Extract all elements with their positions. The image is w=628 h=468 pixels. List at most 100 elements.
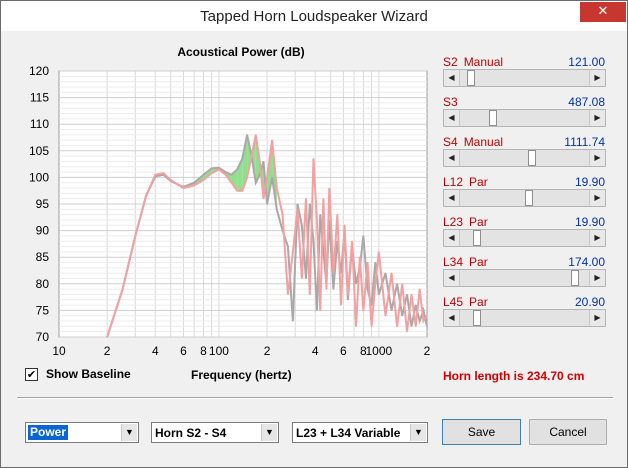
- variable-dropdown[interactable]: L23 + L34 Variable ▼: [292, 422, 428, 443]
- show-baseline-checkbox[interactable]: ✔: [25, 367, 38, 381]
- horn-section-dropdown[interactable]: Horn S2 - S4 ▼: [151, 422, 279, 443]
- baseline-series-line-point: [406, 293, 408, 296]
- current-series-line-point: [305, 198, 307, 200]
- current-series-line-point: [312, 158, 315, 160]
- slider-track[interactable]: ◀ ▶: [443, 309, 606, 327]
- current-series-line-point: [193, 184, 195, 186]
- baseline-series-line-point: [259, 174, 261, 176]
- current-series-line-point: [426, 315, 428, 317]
- baseline-series-line-point: [419, 320, 421, 322]
- chevron-down-icon[interactable]: ▼: [121, 424, 137, 441]
- y-tick-label: 95: [36, 197, 50, 211]
- current-series-line-point: [390, 272, 393, 274]
- cancel-button[interactable]: Cancel: [529, 419, 607, 445]
- slider-track[interactable]: ◀ ▶: [443, 229, 606, 247]
- current-series-line-point: [396, 325, 398, 327]
- baseline-series-line-point: [211, 167, 213, 169]
- x-tick-label: 8: [360, 344, 367, 358]
- arrow-right-icon[interactable]: ▶: [589, 270, 605, 286]
- baseline-series-line-point: [305, 277, 307, 280]
- arrow-left-icon[interactable]: ◀: [444, 310, 460, 326]
- baseline-series-line-point: [309, 203, 311, 205]
- slider-thumb[interactable]: [571, 270, 580, 286]
- close-button[interactable]: ✕: [580, 2, 626, 22]
- current-series-line-point: [362, 309, 364, 311]
- arrow-right-icon[interactable]: ▶: [589, 190, 605, 206]
- arrow-left-icon[interactable]: ◀: [444, 230, 460, 246]
- baseline-series-line-point: [202, 174, 205, 176]
- arrow-right-icon[interactable]: ▶: [589, 70, 605, 86]
- current-series-line-point: [328, 187, 330, 189]
- arrow-left-icon[interactable]: ◀: [444, 150, 460, 166]
- slider-label: L34 Par: [443, 255, 488, 269]
- arrow-left-icon[interactable]: ◀: [444, 270, 460, 286]
- current-series-line-point: [276, 187, 278, 189]
- slider-track[interactable]: ◀ ▶: [443, 109, 606, 127]
- current-series-line-point: [309, 293, 311, 296]
- baseline-series-line-point: [301, 224, 303, 226]
- slider-name: S2: [443, 55, 458, 69]
- current-series-line-point: [340, 304, 342, 306]
- baseline-series-line-point: [236, 168, 238, 171]
- current-series-line-point: [202, 179, 205, 181]
- arrow-left-icon[interactable]: ◀: [444, 110, 460, 126]
- baseline-series-line-point: [319, 214, 321, 216]
- x-axis-title: Frequency (hertz): [191, 368, 292, 382]
- slider-label: S3: [443, 95, 458, 109]
- x-tick-label: 4: [312, 344, 319, 358]
- baseline-series-line-point: [316, 309, 318, 311]
- slider-thumb[interactable]: [473, 310, 482, 326]
- slider-thumb[interactable]: [489, 110, 498, 126]
- x-tick-label: 10: [52, 344, 66, 358]
- slider-thumb[interactable]: [527, 150, 536, 166]
- show-baseline-label: Show Baseline: [46, 367, 131, 381]
- x-tick-label: 2: [264, 344, 271, 358]
- x-tick-label: 100: [209, 344, 229, 358]
- difference-fill: [237, 158, 243, 191]
- slider-mode: Par: [469, 295, 488, 309]
- separator: [17, 397, 613, 399]
- slider-thumb[interactable]: [525, 190, 534, 206]
- current-series-line-point: [271, 139, 273, 141]
- y-tick-label: 90: [36, 224, 50, 238]
- slider-track[interactable]: ◀ ▶: [443, 69, 606, 87]
- arrow-right-icon[interactable]: ▶: [589, 110, 605, 126]
- slider-thumb[interactable]: [467, 70, 476, 86]
- baseline-series-line-point: [384, 272, 387, 274]
- baseline-series-line-point: [355, 283, 357, 285]
- x-tick-label: 2: [424, 344, 431, 358]
- arrow-left-icon[interactable]: ◀: [444, 190, 460, 206]
- current-series-line-point: [218, 168, 220, 171]
- slider-thumb[interactable]: [473, 230, 482, 246]
- y-tick-label: 115: [30, 91, 49, 105]
- slider-track[interactable]: ◀ ▶: [443, 149, 606, 167]
- slider-track[interactable]: ◀ ▶: [443, 189, 606, 207]
- plot-type-dropdown[interactable]: Power ▼: [25, 422, 139, 443]
- x-tick-label: 2: [104, 344, 111, 358]
- arrow-right-icon[interactable]: ▶: [589, 310, 605, 326]
- baseline-series-line-point: [410, 325, 413, 327]
- baseline-series-line-point: [390, 309, 393, 311]
- current-series-line-point: [246, 176, 248, 178]
- chevron-down-icon[interactable]: ▼: [410, 424, 426, 441]
- chevron-down-icon[interactable]: ▼: [261, 424, 277, 441]
- slider-mode: Par: [469, 215, 488, 229]
- save-button[interactable]: Save: [442, 419, 521, 445]
- slider-value: 487.08: [568, 95, 605, 109]
- show-baseline-control[interactable]: ✔ Show Baseline: [25, 367, 131, 381]
- baseline-series-line-point: [312, 240, 315, 242]
- x-tick-label: 1000: [366, 344, 393, 358]
- current-series-line-point: [281, 214, 284, 216]
- current-series-line-point: [422, 320, 425, 322]
- slider-value: 19.90: [574, 215, 605, 229]
- arrow-right-icon[interactable]: ▶: [589, 150, 605, 166]
- current-series-line-point: [347, 293, 349, 296]
- x-tick-label: 4: [152, 344, 159, 358]
- baseline-series-line-point: [378, 293, 380, 296]
- slider-track[interactable]: ◀ ▶: [443, 269, 606, 287]
- arrow-left-icon[interactable]: ◀: [444, 70, 460, 86]
- current-series-line-point: [292, 251, 294, 253]
- slider-value: 1111.74: [564, 135, 605, 149]
- arrow-right-icon[interactable]: ▶: [589, 230, 605, 246]
